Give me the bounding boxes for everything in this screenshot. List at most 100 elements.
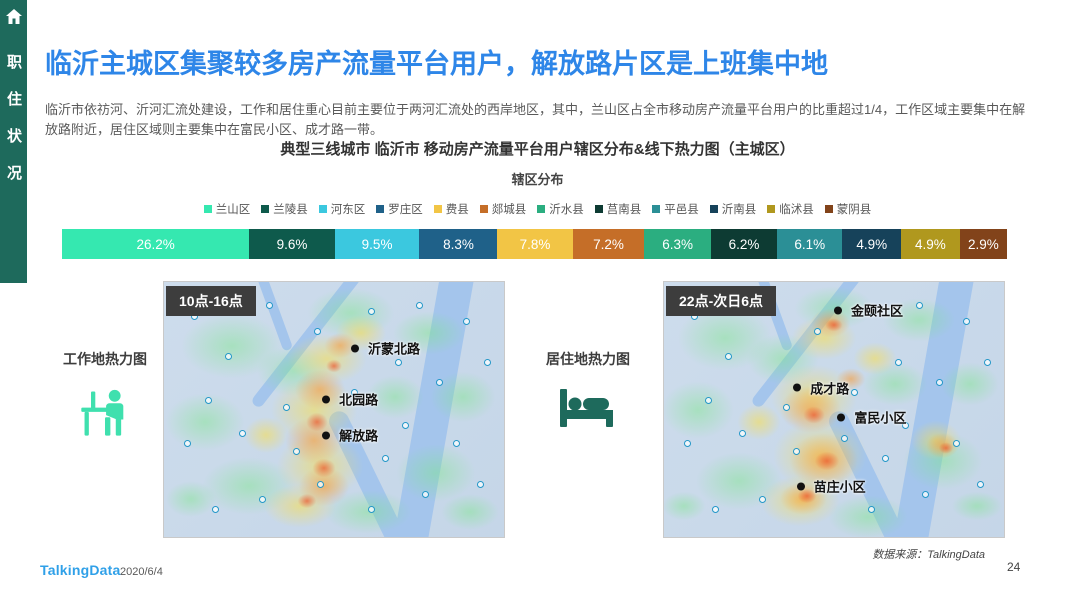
poi-dot-icon (738, 429, 746, 437)
bar-segment: 6.1% (776, 229, 843, 259)
annotation-label: 北园路 (339, 392, 379, 408)
poi-dot-icon (259, 496, 267, 504)
legend-swatch (537, 205, 546, 213)
district-stacked-bar: 26.2% 9.6% 9.5% 8.3% 7.8% 7.2% 6.3% 6.2% 6.1% 4.9… (62, 229, 1007, 259)
annotation-dot-icon (322, 395, 331, 404)
map-annotation: 沂蒙北路 (351, 339, 420, 358)
legend-item: 平邑县 (652, 201, 699, 217)
legend-item: 费县 (433, 201, 469, 217)
bar-segment: 9.5% (334, 229, 420, 259)
poi-dot-icon (759, 496, 767, 504)
annotation-label: 沂蒙北路 (368, 341, 421, 357)
poi-dot-icon (436, 378, 443, 386)
legend-label: 郯城县 (491, 204, 527, 216)
map-annotation: 苗庄小区 (796, 477, 866, 496)
poi-dot-icon (783, 404, 790, 412)
poi-dot-icon (340, 435, 348, 442)
poi-dot-icon (395, 358, 403, 366)
annotation-label: 成才路 (810, 381, 850, 397)
poi-dot-icon (915, 302, 923, 310)
poi-dot-icon (368, 506, 375, 514)
poi-dot-icon (793, 447, 801, 455)
annotation-dot-icon (351, 344, 359, 353)
legend-label: 沂水县 (549, 204, 584, 216)
legend-item: 罗庄区 (376, 201, 423, 217)
legend-swatch (261, 205, 270, 213)
bar-segment: 6.3% (644, 229, 711, 259)
page-number: 24 (1007, 560, 1021, 574)
bar-segment: 2.9% (959, 229, 1007, 259)
legend-item: 兰山区 (203, 201, 250, 217)
legend-swatch (594, 205, 603, 213)
bar-segment: 6.2% (710, 229, 777, 259)
home-heatmap-label: 居住地热力图 (546, 351, 630, 367)
annotation-label: 苗庄小区 (813, 479, 866, 495)
heat-blob (798, 402, 829, 427)
annotation-dot-icon (837, 413, 846, 422)
home-heatmap: 22点-次日6点 金颐社区 成才路 富民小区 苗庄小区 (663, 281, 1005, 538)
bar-segment: 4.9% (901, 229, 960, 259)
person-in-bed-icon (556, 385, 620, 442)
bar-segment: 9.6% (249, 229, 335, 259)
data-source-note: 数据来源：TalkingData (872, 549, 985, 561)
poi-dot-icon (238, 429, 246, 437)
legend-swatch (376, 205, 385, 213)
heat-blob (323, 357, 345, 376)
annotation-label: 解放路 (339, 428, 379, 444)
poi-dot-icon (422, 491, 430, 499)
poi-dot-icon (204, 396, 212, 404)
poi-dot-icon (976, 480, 984, 488)
poi-dot-icon (840, 435, 848, 442)
legend-swatch (433, 205, 442, 213)
legend-item: 莒南县 (594, 201, 641, 217)
bar-segment: 4.9% (842, 229, 902, 259)
poi-dot-icon (415, 302, 423, 310)
poi-dot-icon (211, 506, 219, 514)
heat-blob (831, 363, 871, 394)
legend-swatch (824, 205, 833, 213)
work-time-tag: 10点-16点 (166, 286, 256, 316)
poi-dot-icon (936, 378, 943, 386)
legend-item: 河东区 (318, 201, 365, 217)
poi-dot-icon (983, 358, 991, 366)
bar-segment: 8.3% (419, 229, 498, 259)
poi-dot-icon (817, 480, 824, 488)
poi-dot-icon (922, 491, 930, 499)
heat-blob (164, 473, 227, 524)
legend-label: 费县 (445, 204, 469, 216)
page-title: 临沂主城区集聚较多房产流量平台用户，解放路片区是上班集中地 (45, 49, 828, 79)
legend-item: 兰陵县 (261, 201, 308, 217)
poi-dot-icon (317, 480, 324, 488)
district-legend: 兰山区 兰陵县 河东区 罗庄区 费县 郯城县 沂水县 莒南县 平邑县 沂南县 临沭县 蒙阴县 (45, 201, 1030, 217)
poi-dot-icon (476, 480, 484, 488)
annotation-dot-icon (796, 482, 805, 490)
bar-segment: 7.2% (572, 229, 645, 259)
poi-dot-icon (368, 307, 375, 315)
poi-dot-icon (266, 302, 273, 310)
poi-dot-icon (895, 358, 903, 366)
heat-blob (941, 486, 1004, 527)
legend-label: 沂南县 (721, 204, 757, 216)
legend-item: 郯城县 (479, 201, 527, 217)
heat-blob (664, 486, 715, 527)
poi-dot-icon (711, 506, 719, 514)
heat-blob (302, 409, 332, 436)
legend-swatch (203, 205, 212, 213)
map-annotation: 金颐社区 (834, 301, 903, 320)
poi-dot-icon (453, 440, 460, 448)
section-tab: 职住状况 (0, 0, 27, 283)
home-icon (5, 9, 22, 24)
poi-dot-icon (813, 327, 821, 335)
legend-label: 蒙阴县 (836, 204, 872, 216)
poi-dot-icon (953, 440, 960, 448)
poi-dot-icon (725, 353, 733, 361)
legend-item: 沂水县 (537, 201, 584, 217)
poi-dot-icon (313, 327, 321, 335)
legend-swatch (318, 205, 327, 213)
annotation-label: 富民小区 (854, 410, 907, 426)
heat-blob (381, 433, 491, 514)
legend-label: 平邑县 (664, 204, 699, 216)
poi-dot-icon (381, 455, 389, 463)
heat-blob (936, 439, 957, 456)
